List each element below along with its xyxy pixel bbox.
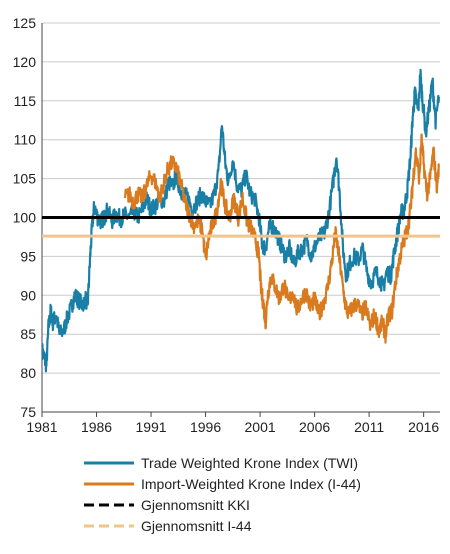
y-tick-label: 105 bbox=[13, 171, 37, 187]
y-tick-label: 100 bbox=[13, 210, 37, 226]
legend-label: Trade Weighted Krone Index (TWI) bbox=[141, 455, 358, 471]
x-tick-label: 2011 bbox=[354, 419, 384, 435]
y-tick-label: 125 bbox=[13, 15, 37, 31]
legend-label: Import-Weighted Krone Index (I-44) bbox=[141, 476, 361, 492]
x-tick-label: 1986 bbox=[81, 419, 112, 435]
series-twi-line bbox=[42, 68, 440, 373]
y-tick-label: 95 bbox=[20, 248, 36, 264]
y-tick-label: 85 bbox=[20, 326, 36, 342]
x-tick-label: 1991 bbox=[135, 419, 166, 435]
legend-label: Gjennomsnitt I-44 bbox=[141, 518, 252, 534]
y-tick-label: 80 bbox=[20, 365, 36, 381]
y-tick-label: 110 bbox=[14, 132, 37, 148]
series-i44-line bbox=[123, 133, 440, 344]
x-tick-label: 1981 bbox=[26, 419, 57, 435]
x-tick-label: 2001 bbox=[245, 419, 276, 435]
legend-label: Gjennomsnitt KKI bbox=[141, 497, 250, 513]
y-tick-label: 75 bbox=[20, 404, 36, 420]
x-tick-label: 2016 bbox=[408, 419, 439, 435]
y-tick-label: 120 bbox=[13, 54, 37, 70]
y-tick-label: 90 bbox=[20, 287, 36, 303]
y-tick-label: 115 bbox=[14, 93, 37, 109]
x-tick-label: 1996 bbox=[190, 419, 221, 435]
x-tick-label: 2006 bbox=[299, 419, 330, 435]
